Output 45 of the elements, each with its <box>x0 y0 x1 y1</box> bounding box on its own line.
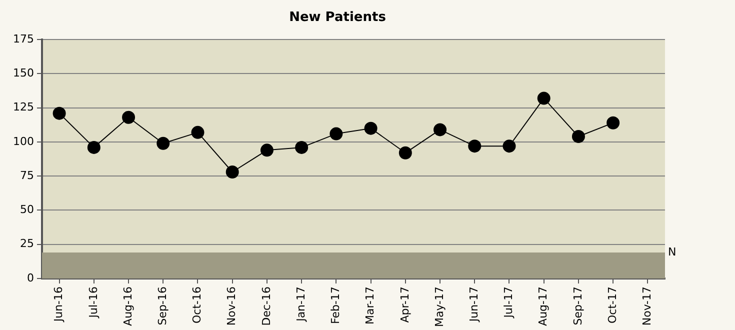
x-tick-label: May-17 <box>432 286 446 327</box>
x-tick-label: Apr-17 <box>398 286 412 323</box>
point <box>52 106 66 120</box>
x-tick-label: Dec-16 <box>260 286 273 326</box>
point <box>260 144 274 157</box>
band-label: N <box>668 245 676 258</box>
point <box>87 140 100 154</box>
point <box>191 126 204 139</box>
x-tick-label: Nov-16 <box>225 286 238 326</box>
x-tick-label: Jul-17 <box>502 286 516 319</box>
x-tick-label: Aug-17 <box>536 286 550 326</box>
point <box>434 123 447 136</box>
point <box>122 110 136 124</box>
x-tick-label: Oct-17 <box>606 286 619 324</box>
x-tick-label: Jul-16 <box>86 286 100 319</box>
y-tick-label: 25 <box>20 237 34 250</box>
x-tick-label: Jun-17 <box>467 286 480 323</box>
point <box>330 127 343 140</box>
point <box>156 136 170 150</box>
x-tick-label: Oct-16 <box>190 286 204 324</box>
y-tick-label: 100 <box>12 134 34 148</box>
point <box>226 166 239 179</box>
y-tick-label: 75 <box>20 168 34 182</box>
point <box>537 92 550 105</box>
y-tick-label: 125 <box>12 100 34 114</box>
x-tick-label: Jan-17 <box>294 286 308 322</box>
x-tick-label: Mar-17 <box>364 286 377 325</box>
x-tick-label: Aug-16 <box>121 286 134 326</box>
x-tick-label: Feb-17 <box>329 286 342 324</box>
point <box>572 130 585 144</box>
chart-title: New Patients <box>289 10 386 26</box>
point <box>606 116 620 130</box>
point <box>398 146 412 160</box>
point <box>364 122 378 135</box>
y-tick-label: 150 <box>12 66 34 80</box>
x-tick-label: Sep-17 <box>571 286 584 326</box>
point <box>468 140 482 153</box>
x-tick-label: Sep-16 <box>156 286 169 326</box>
y-tick-label: 0 <box>26 271 34 284</box>
y-tick-label: 50 <box>20 203 34 216</box>
point <box>295 140 308 154</box>
x-tick-label: Nov-17 <box>640 286 654 326</box>
x-tick-label: Jun-16 <box>52 286 66 323</box>
y-tick-label: 175 <box>12 32 34 46</box>
point <box>502 140 516 153</box>
